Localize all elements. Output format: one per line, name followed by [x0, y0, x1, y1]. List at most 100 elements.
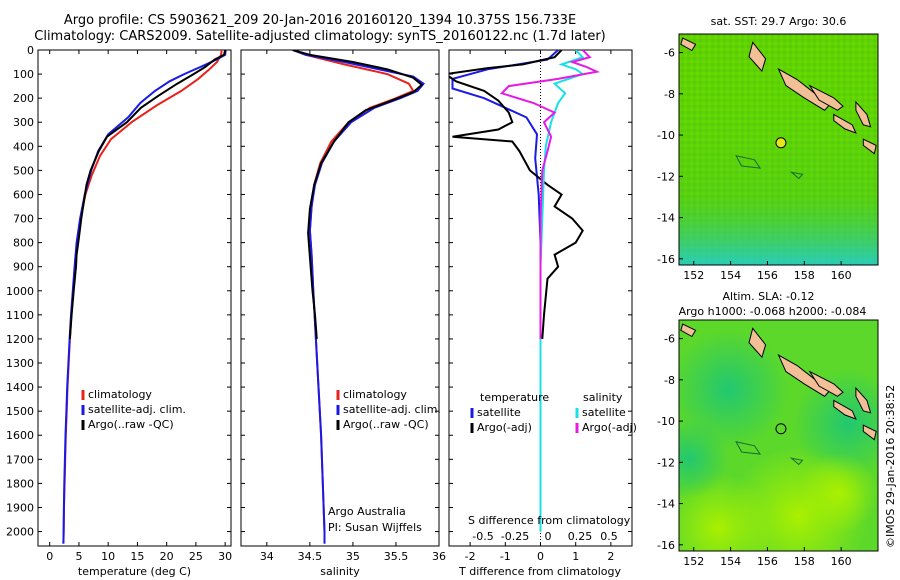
- x-tick-label: 30: [218, 550, 232, 563]
- map-frame: [678, 33, 879, 266]
- legend-label: climatology: [88, 388, 152, 401]
- lon-tick-label: 156: [757, 555, 778, 568]
- figure-title-line-2: Climatology: CARS2009. Satellite-adjuste…: [34, 29, 606, 44]
- series-group: [449, 50, 601, 532]
- lat-tick-label: -12: [657, 456, 675, 469]
- annotation-line: Argo Australia: [328, 505, 406, 518]
- land-island: [680, 37, 697, 52]
- legend-label: Argo(..raw -QC): [88, 418, 174, 431]
- lat-tick-label: -16: [657, 253, 675, 266]
- x-tick-label: 10: [101, 550, 115, 563]
- lat-tick-label: -12: [657, 170, 675, 183]
- s-tick-label: 0: [545, 530, 552, 543]
- sla-anomaly-blob: [679, 329, 789, 450]
- series-group: [62, 50, 227, 544]
- y-tick-label: 1000: [6, 285, 34, 298]
- map-frame: [678, 319, 879, 552]
- y-tick-label: 500: [13, 164, 34, 177]
- x-tick-label: 35: [346, 550, 360, 563]
- lon-tick-label: 154: [720, 269, 741, 282]
- lat-tick-label: -14: [657, 498, 675, 511]
- y-tick-label: 1200: [6, 333, 34, 346]
- y-tick-label: 1100: [6, 309, 34, 322]
- lon-tick-label: 156: [757, 269, 778, 282]
- lat-tick-label: -6: [664, 47, 675, 60]
- sst-map: 152 154 156 158 160 -6 -8 -10 -12 -14 -16 sat. SST:…: [657, 15, 879, 282]
- panel-frame: [37, 49, 232, 547]
- x-tick-label: 15: [130, 550, 144, 563]
- series-line-salinity-argo-adj-: [499, 50, 601, 339]
- series-line-satellite-adj-clim-: [62, 50, 227, 544]
- land-island: [748, 327, 767, 359]
- legend-label: climatology: [343, 388, 407, 401]
- map-field: [679, 34, 878, 265]
- map-field: [679, 320, 878, 551]
- y-tick-label: 700: [13, 213, 34, 226]
- y-tick-label: 900: [13, 261, 34, 274]
- land-island: [808, 84, 844, 111]
- land-island: [680, 323, 697, 338]
- land-island: [777, 353, 831, 397]
- sst-gradient: [679, 34, 878, 265]
- y-tick-label: 1900: [6, 501, 34, 514]
- y-tick-label: 800: [13, 237, 34, 250]
- lon-tick-label: 158: [794, 555, 815, 568]
- y-tick-label: 0: [27, 44, 34, 57]
- lat-tick-label: -6: [664, 333, 675, 346]
- s-tick-label: -0.5: [472, 530, 493, 543]
- x-tick-label: 2: [607, 550, 614, 563]
- argo-float-marker: [775, 137, 787, 149]
- legend-label: satellite-adj. clim.: [88, 403, 186, 416]
- legend-label: satellite: [477, 406, 521, 419]
- argo-float-marker: [775, 423, 787, 435]
- series-line-argo-raw-qc-: [292, 50, 424, 339]
- salinity-axis-title: S difference from climatology: [468, 514, 631, 527]
- x-axis-label: salinity: [320, 565, 360, 578]
- x-tick-label: -2: [465, 550, 476, 563]
- x-tick-label: 35.5: [384, 550, 409, 563]
- sla-anomaly-blob: [798, 453, 878, 534]
- x-tick-label: 1: [572, 550, 579, 563]
- y-tick-label: 2000: [6, 526, 34, 539]
- y-tick-label: 400: [13, 140, 34, 153]
- sla-anomaly-blob: [679, 418, 729, 499]
- annotation-line: PI: Susan Wijffels: [328, 521, 422, 534]
- x-tick-label: 25: [189, 550, 203, 563]
- x-tick-label: 0: [537, 550, 544, 563]
- land-island: [833, 399, 857, 420]
- reef-contour: [789, 171, 804, 180]
- series-group: [292, 50, 425, 544]
- lat-tick-label: -8: [664, 88, 675, 101]
- lon-tick-label: 152: [683, 555, 704, 568]
- x-tick-label: -1: [500, 550, 511, 563]
- sla-map: 152 154 156 158 160 -6 -8 -10 -12 -14 -16 Altim. SL…: [657, 290, 879, 568]
- reef-contour: [735, 154, 762, 169]
- lon-tick-label: 152: [683, 269, 704, 282]
- profile-panel-3: -2 -1 0 1 2: [448, 49, 633, 563]
- lat-tick-label: -10: [657, 129, 675, 142]
- y-tick-label: 1600: [6, 429, 34, 442]
- legend-header: temperature: [480, 391, 549, 404]
- map-title-line-2: Argo h1000: -0.068 h2000: -0.084: [679, 305, 867, 318]
- profile-panel-1: 0100200300400500600700800900100011001200…: [6, 44, 232, 578]
- reef-contour: [789, 457, 804, 466]
- land-island: [855, 100, 872, 128]
- legend-label: satellite-adj. clim.: [343, 403, 441, 416]
- legend-label: Argo(-adj): [582, 421, 637, 434]
- s-tick-label: -0.25: [501, 530, 529, 543]
- y-tick-label: 200: [13, 92, 34, 105]
- figure-title-line-1: Argo profile: CS 5903621_209 20-Jan-2016…: [63, 13, 577, 28]
- s-tick-label: 0.5: [600, 530, 618, 543]
- x-axis-label: temperature (deg C): [78, 565, 191, 578]
- y-tick-label: 1800: [6, 477, 34, 490]
- x-axis-label: T difference from climatology: [458, 565, 621, 578]
- y-tick-label: 1400: [6, 381, 34, 394]
- legend-label: Argo(-adj): [477, 421, 532, 434]
- land-island: [833, 113, 857, 134]
- x-tick-label: 20: [160, 550, 174, 563]
- land-island: [808, 370, 844, 397]
- lon-tick-label: 154: [720, 555, 741, 568]
- lon-tick-label: 158: [794, 269, 815, 282]
- x-tick-label: 5: [75, 550, 82, 563]
